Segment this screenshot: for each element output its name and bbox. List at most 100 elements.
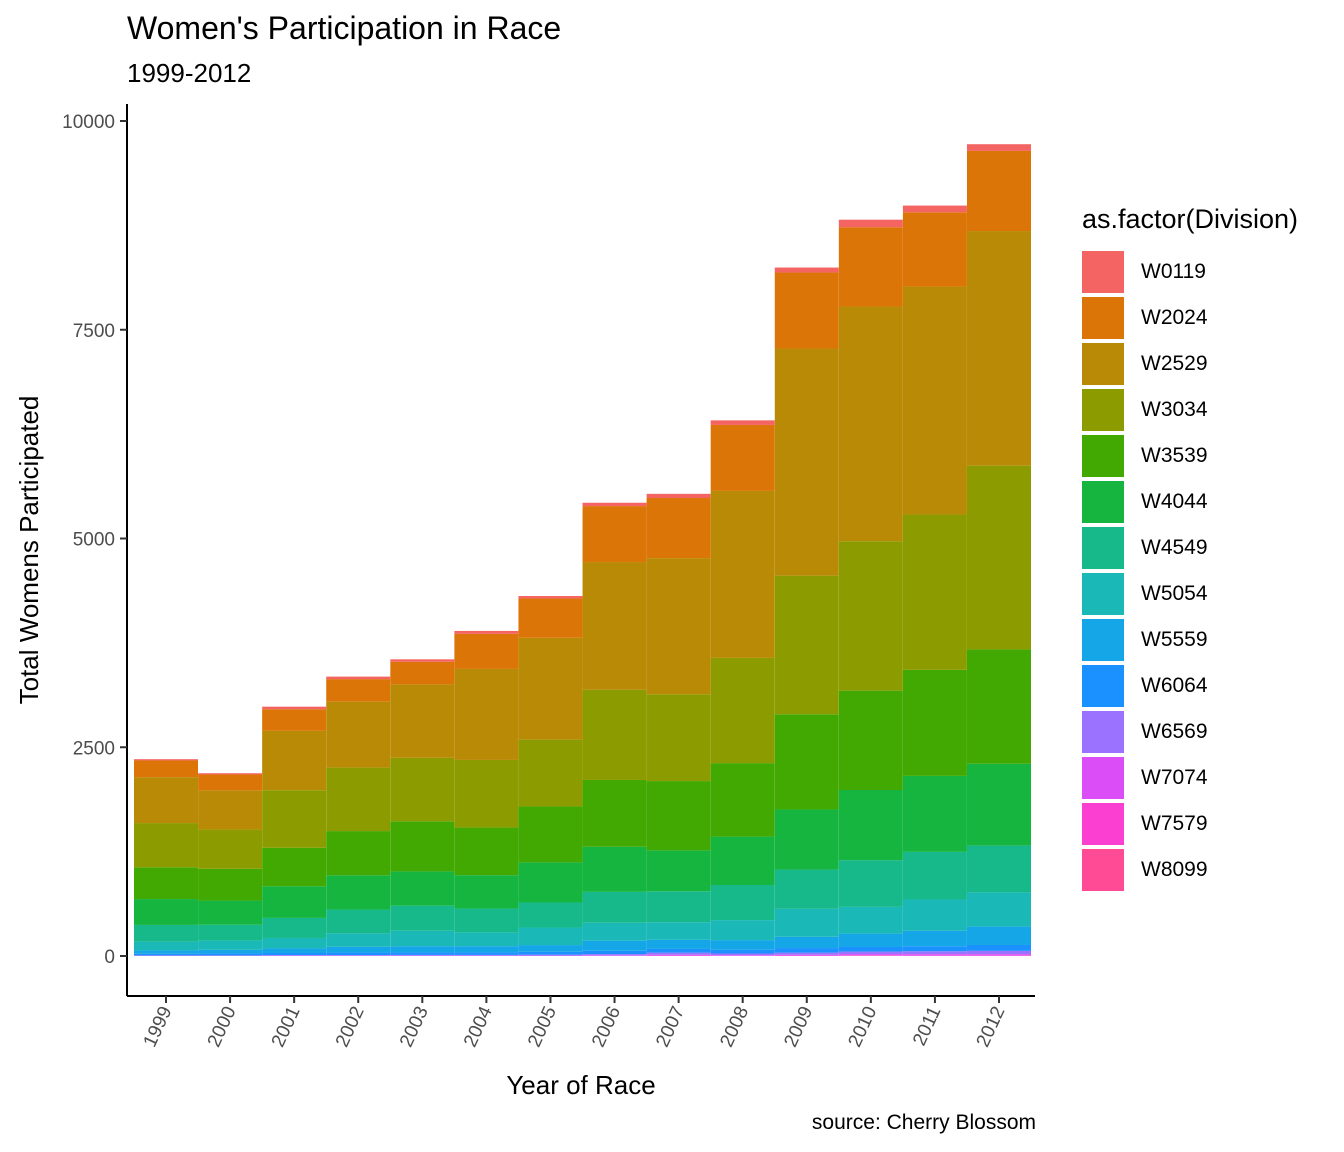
bar-segment-2011-W0119 — [902, 205, 967, 213]
bar-segment-2004-W3034 — [454, 759, 519, 828]
bar-segment-2012-W3539 — [967, 649, 1031, 764]
legend-key-swatch — [1082, 573, 1124, 615]
bar-segment-2001-W4044 — [262, 886, 327, 918]
legend: as.factor(Division) W0119 W2024 W2529 W3034… — [1082, 204, 1298, 893]
bar-segment-2003-W5559 — [390, 946, 455, 953]
legend-item-W4044: W4044 — [1082, 479, 1298, 525]
bar-segment-2003-W4044 — [390, 871, 455, 906]
bar-segment-2003-W5054 — [390, 930, 455, 947]
legend-key-swatch — [1082, 711, 1124, 753]
chart-caption: source: Cherry Blossom — [811, 1111, 1036, 1134]
bar-segment-2008-W5054 — [710, 920, 775, 941]
bar-segment-2012-W2024 — [967, 150, 1031, 232]
bar-segment-2005-W6569 — [518, 954, 583, 956]
x-axis-title: Year of Race — [506, 1070, 655, 1100]
legend-label: W7579 — [1141, 812, 1208, 835]
legend-label: W4044 — [1141, 490, 1208, 513]
bar-segment-2008-W6064 — [710, 949, 775, 954]
bar-segment-2003-W3034 — [390, 757, 455, 822]
bar-segment-2008-W2529 — [710, 490, 775, 658]
bar-segment-2001-W5559 — [262, 948, 327, 953]
bar-segment-2008-W4549 — [710, 885, 775, 921]
x-tick-label: 2002 — [332, 1003, 369, 1050]
chart-title: Women's Participation in Race — [127, 10, 562, 46]
bar-segment-2009-W4549 — [774, 869, 839, 909]
legend-item-W3034: W3034 — [1082, 387, 1298, 433]
bar-segment-2004-W0119 — [454, 630, 519, 634]
bar-segment-2012-W5054 — [967, 892, 1031, 927]
bar-segment-2008-W4044 — [710, 836, 775, 886]
bar-segment-2004-W6064 — [454, 952, 519, 955]
y-axis-title: Total Womens Participated — [14, 396, 44, 705]
bar-segment-2007-W6064 — [646, 948, 711, 953]
legend-label: W5559 — [1141, 628, 1208, 651]
bar-segment-2002-W6569 — [326, 955, 391, 956]
x-tick-label: 2011 — [909, 1003, 945, 1049]
x-tick-label: 2008 — [716, 1003, 753, 1050]
bar-segment-2010-W4044 — [838, 790, 903, 861]
bar-segment-2009-W3539 — [774, 714, 839, 810]
legend-key-swatch — [1082, 757, 1124, 799]
legend-item-W5559: W5559 — [1082, 617, 1298, 663]
bar-segment-2007-W4044 — [646, 850, 711, 892]
bar-segment-2009-W7074 — [774, 954, 839, 956]
bar-segment-2000-W3034 — [198, 829, 263, 869]
bar-segment-2010-W2529 — [838, 306, 903, 542]
bar-segment-2006-W6064 — [582, 950, 647, 955]
bar-segment-2011-W6064 — [902, 946, 967, 952]
bar-segment-2004-W5054 — [454, 932, 519, 947]
bar-segment-2009-W3034 — [774, 575, 839, 715]
legend-item-W5054: W5054 — [1082, 571, 1298, 617]
legend-items: W0119 W2024 W2529 W3034 W3539 W4044 W4549 W5054… — [1082, 249, 1298, 893]
bar-segment-2004-W4044 — [454, 875, 519, 909]
bar-segment-2003-W6064 — [390, 952, 455, 955]
bar-segment-2007-W2024 — [646, 498, 711, 559]
bar-segment-2011-W3034 — [902, 514, 967, 670]
bar-segment-2004-W2024 — [454, 633, 519, 669]
bar-segment-2010-W0119 — [838, 219, 903, 228]
legend-key-swatch — [1082, 849, 1124, 891]
bar-segment-2007-W4549 — [646, 891, 711, 923]
bar-segment-2008-W2024 — [710, 424, 775, 491]
bar-segment-2011-W4044 — [902, 775, 967, 852]
bar-segment-2005-W2529 — [518, 637, 583, 740]
legend-key-swatch — [1082, 297, 1124, 339]
bar-segment-2003-W2024 — [390, 661, 455, 685]
bar-segment-2010-W4549 — [838, 860, 903, 907]
bar-segment-2007-W2529 — [646, 558, 711, 695]
legend-label: W3539 — [1141, 444, 1208, 467]
bar-segment-2012-W4549 — [967, 845, 1031, 893]
bar-segment-2002-W2529 — [326, 701, 391, 768]
bar-segment-2007-W6569 — [646, 952, 711, 955]
bar-segment-2002-W4044 — [326, 875, 391, 910]
x-tick-label: 2012 — [973, 1003, 1010, 1050]
bar-segment-2000-W2529 — [198, 790, 263, 830]
legend-key-swatch — [1082, 803, 1124, 845]
bar-segment-2006-W4549 — [582, 891, 647, 923]
bar-segment-2005-W4549 — [518, 902, 583, 928]
legend-item-W8099: W8099 — [1082, 847, 1298, 893]
bar-segment-2005-W5054 — [518, 927, 583, 946]
y-tick-label: 2500 — [73, 738, 115, 759]
legend-item-W2024: W2024 — [1082, 295, 1298, 341]
legend-label: W7074 — [1141, 766, 1208, 789]
legend-title: as.factor(Division) — [1082, 204, 1299, 234]
bar-segment-2005-W2024 — [518, 598, 583, 638]
bar-segment-2006-W3034 — [582, 689, 647, 780]
x-tick-label: 1999 — [140, 1003, 177, 1050]
legend-key-swatch — [1082, 251, 1124, 293]
bar-segment-2012-W7074 — [967, 954, 1031, 956]
bar-segment-2006-W6569 — [582, 954, 647, 956]
bar-segment-2002-W0119 — [326, 676, 391, 680]
legend-key-swatch — [1082, 481, 1124, 523]
legend-item-W0119: W0119 — [1082, 249, 1298, 295]
bar-segment-2004-W5559 — [454, 946, 519, 953]
bar-stack-group — [134, 144, 1031, 956]
bar-segment-2002-W3539 — [326, 831, 391, 876]
bar-segment-1999-W4044 — [134, 899, 198, 925]
bar-segment-2001-W3034 — [262, 790, 327, 848]
legend-label: W2024 — [1141, 306, 1208, 329]
bar-segment-2009-W5054 — [774, 908, 839, 937]
bar-segment-2004-W3539 — [454, 827, 519, 876]
